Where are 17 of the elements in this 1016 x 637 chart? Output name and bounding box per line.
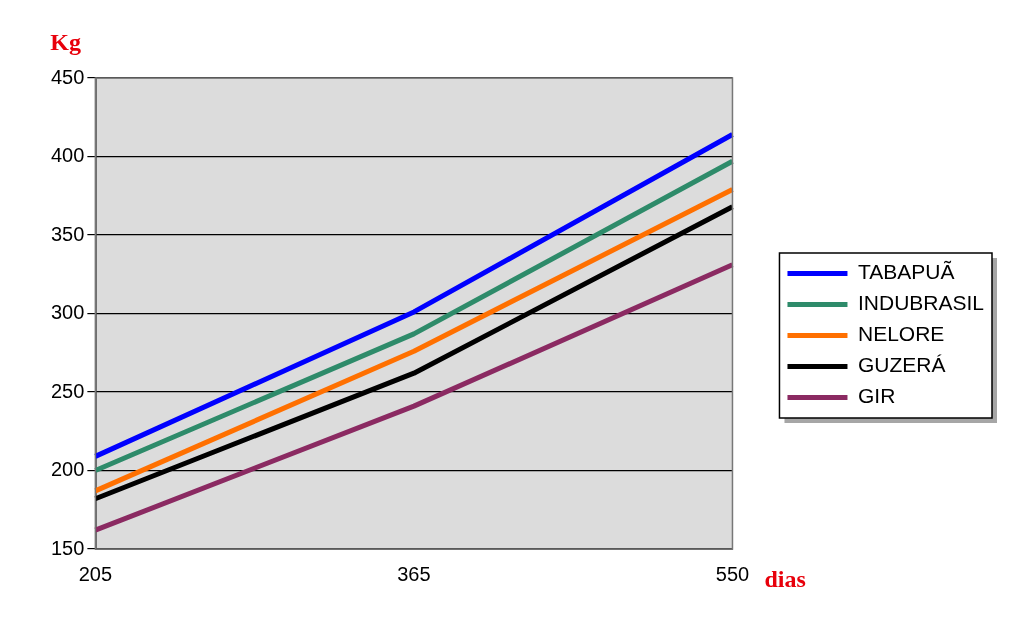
legend-label: TABAPUÃ bbox=[857, 260, 955, 284]
legend-label: NELORE bbox=[857, 322, 945, 346]
y-tick-label: 450 bbox=[50, 65, 85, 88]
legend-label: INDUBRASIL bbox=[857, 291, 984, 315]
x-tick-label: 550 bbox=[715, 562, 750, 585]
y-tick-label: 400 bbox=[50, 144, 85, 167]
legend-label: GIR bbox=[857, 384, 896, 408]
x-tick-label: 365 bbox=[397, 562, 431, 585]
y-tick-label: 350 bbox=[50, 222, 85, 245]
y-tick-label: 300 bbox=[50, 301, 85, 324]
legend-label: GUZERÁ bbox=[857, 353, 946, 377]
y-axis-title: Kg bbox=[50, 29, 82, 56]
y-tick-label: 200 bbox=[50, 458, 85, 481]
y-tick-label: 250 bbox=[50, 379, 85, 402]
x-axis-title: dias bbox=[764, 566, 806, 593]
x-tick-label: 205 bbox=[78, 562, 113, 585]
y-tick-label: 150 bbox=[50, 536, 85, 559]
